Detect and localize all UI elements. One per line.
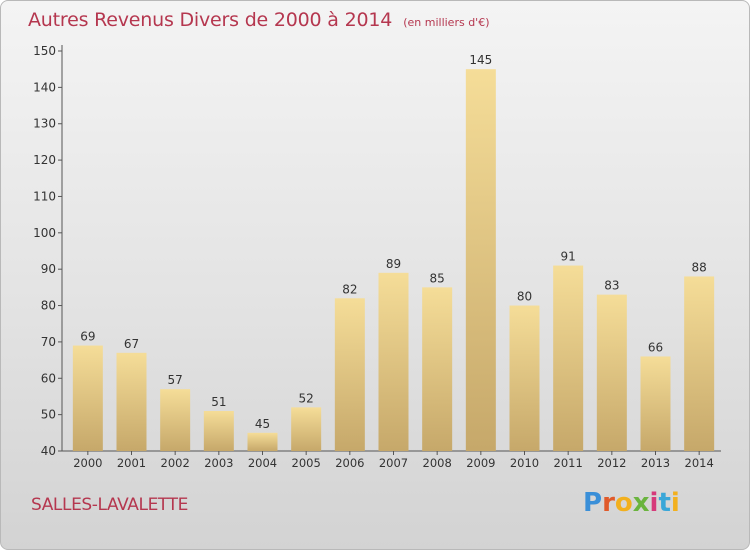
x-tick-label: 2006 [335, 456, 364, 470]
y-tick-label: 90 [41, 262, 56, 276]
bar [247, 432, 278, 451]
bar [596, 294, 627, 451]
bar-value-label: 83 [604, 279, 619, 293]
y-tick-label: 110 [33, 189, 56, 203]
bar [422, 287, 453, 451]
bar [160, 389, 191, 451]
bar [553, 265, 584, 451]
bar [509, 305, 540, 451]
bar [116, 352, 147, 451]
x-tick-label: 2014 [685, 456, 714, 470]
x-tick-label: 2010 [510, 456, 539, 470]
x-tick-label: 2003 [204, 456, 233, 470]
y-tick-label: 100 [33, 226, 56, 240]
bar [465, 69, 496, 451]
y-tick-label: 120 [33, 153, 56, 167]
bar-value-label: 85 [430, 271, 445, 285]
bar-value-label: 52 [299, 391, 314, 405]
x-tick-label: 2007 [379, 456, 408, 470]
x-tick-label: 2012 [597, 456, 626, 470]
y-tick-label: 70 [41, 335, 56, 349]
y-tick-label: 150 [33, 44, 56, 58]
x-tick-label: 2009 [466, 456, 495, 470]
y-tick-label: 50 [41, 408, 56, 422]
bar-value-label: 80 [517, 290, 532, 304]
x-tick-label: 2005 [292, 456, 321, 470]
bar-value-label: 145 [469, 53, 492, 67]
x-tick-label: 2002 [161, 456, 190, 470]
title-area: Autres Revenus Divers de 2000 à 2014 (en… [28, 9, 490, 31]
bar-value-label: 82 [342, 282, 357, 296]
bar-value-label: 88 [692, 260, 707, 274]
bar-value-label: 67 [124, 337, 139, 351]
bar [684, 276, 715, 451]
chart-title: Autres Revenus Divers de 2000 à 2014 [28, 9, 393, 31]
proxiti-logo: Proxiti [583, 488, 680, 518]
bar [640, 356, 671, 451]
bar-value-label: 51 [211, 395, 226, 409]
bar [291, 407, 322, 451]
x-tick-label: 2004 [248, 456, 277, 470]
bar-value-label: 69 [80, 330, 95, 344]
y-tick-label: 40 [41, 444, 56, 458]
bar [203, 411, 234, 451]
bar-value-label: 57 [168, 373, 183, 387]
y-tick-label: 140 [33, 80, 56, 94]
bar-value-label: 66 [648, 340, 663, 354]
bar-value-label: 91 [561, 250, 576, 264]
bar [378, 272, 409, 451]
x-tick-label: 2013 [641, 456, 670, 470]
chart-subtitle: (en milliers d'€) [403, 16, 490, 29]
y-tick-label: 80 [41, 299, 56, 313]
bar-value-label: 89 [386, 257, 401, 271]
x-tick-label: 2011 [554, 456, 583, 470]
x-tick-label: 2008 [423, 456, 452, 470]
bar [334, 298, 365, 451]
city-name: SALLES-LAVALETTE [31, 495, 188, 515]
y-tick-label: 60 [41, 371, 56, 385]
bar-value-label: 45 [255, 417, 270, 431]
y-tick-label: 130 [33, 117, 56, 131]
bar [72, 345, 103, 451]
x-tick-label: 2001 [117, 456, 146, 470]
x-tick-label: 2000 [73, 456, 102, 470]
